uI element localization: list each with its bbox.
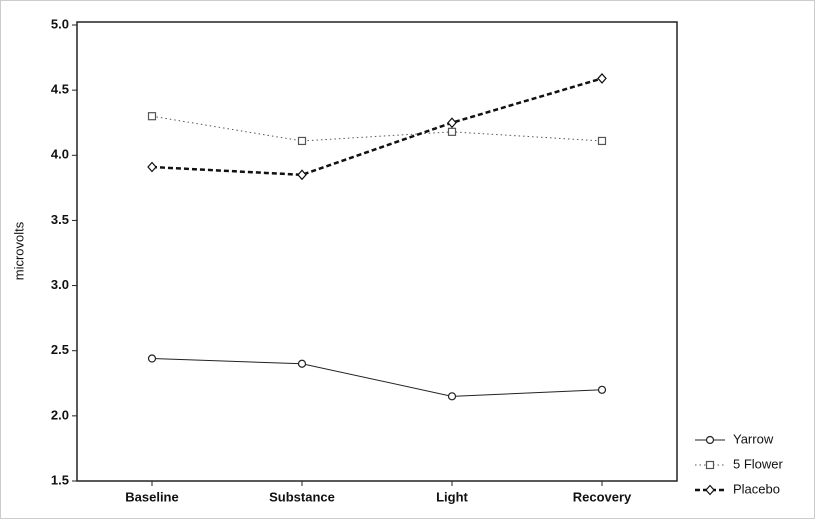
x-tick-label: Light [436,489,468,504]
y-tick-label: 2.0 [51,407,69,422]
y-tick-label: 4.5 [51,82,69,97]
point [297,169,307,181]
legend-label: 5 Flower [733,456,784,471]
x-tick-label: Recovery [573,489,632,504]
point [147,354,157,363]
x-tick-label: Baseline [125,489,178,504]
y-tick-label: 1.5 [51,472,69,487]
y-tick-label: 2.5 [51,342,69,357]
plot-frame [76,21,678,482]
y-tick-label: 3.5 [51,212,69,227]
point [705,460,715,470]
legend-label: Yarrow [733,431,774,446]
point [447,117,457,129]
legend-label: Placebo [733,481,780,496]
point [147,112,157,121]
point [597,385,607,394]
y-axis-label: microvolts [11,221,26,280]
y-tick-label: 3.0 [51,277,69,292]
y-tick-label: 4.0 [51,147,69,162]
point [147,161,157,173]
point [597,73,607,84]
x-tick-label: Substance [269,489,335,504]
point [705,484,715,496]
point [705,435,715,445]
point [447,392,457,401]
point [447,127,457,136]
y-tick-label: 5.0 [51,16,69,31]
point [297,359,307,368]
series-line [151,358,603,397]
series-line [151,77,603,177]
point [297,136,307,146]
point [597,136,607,146]
